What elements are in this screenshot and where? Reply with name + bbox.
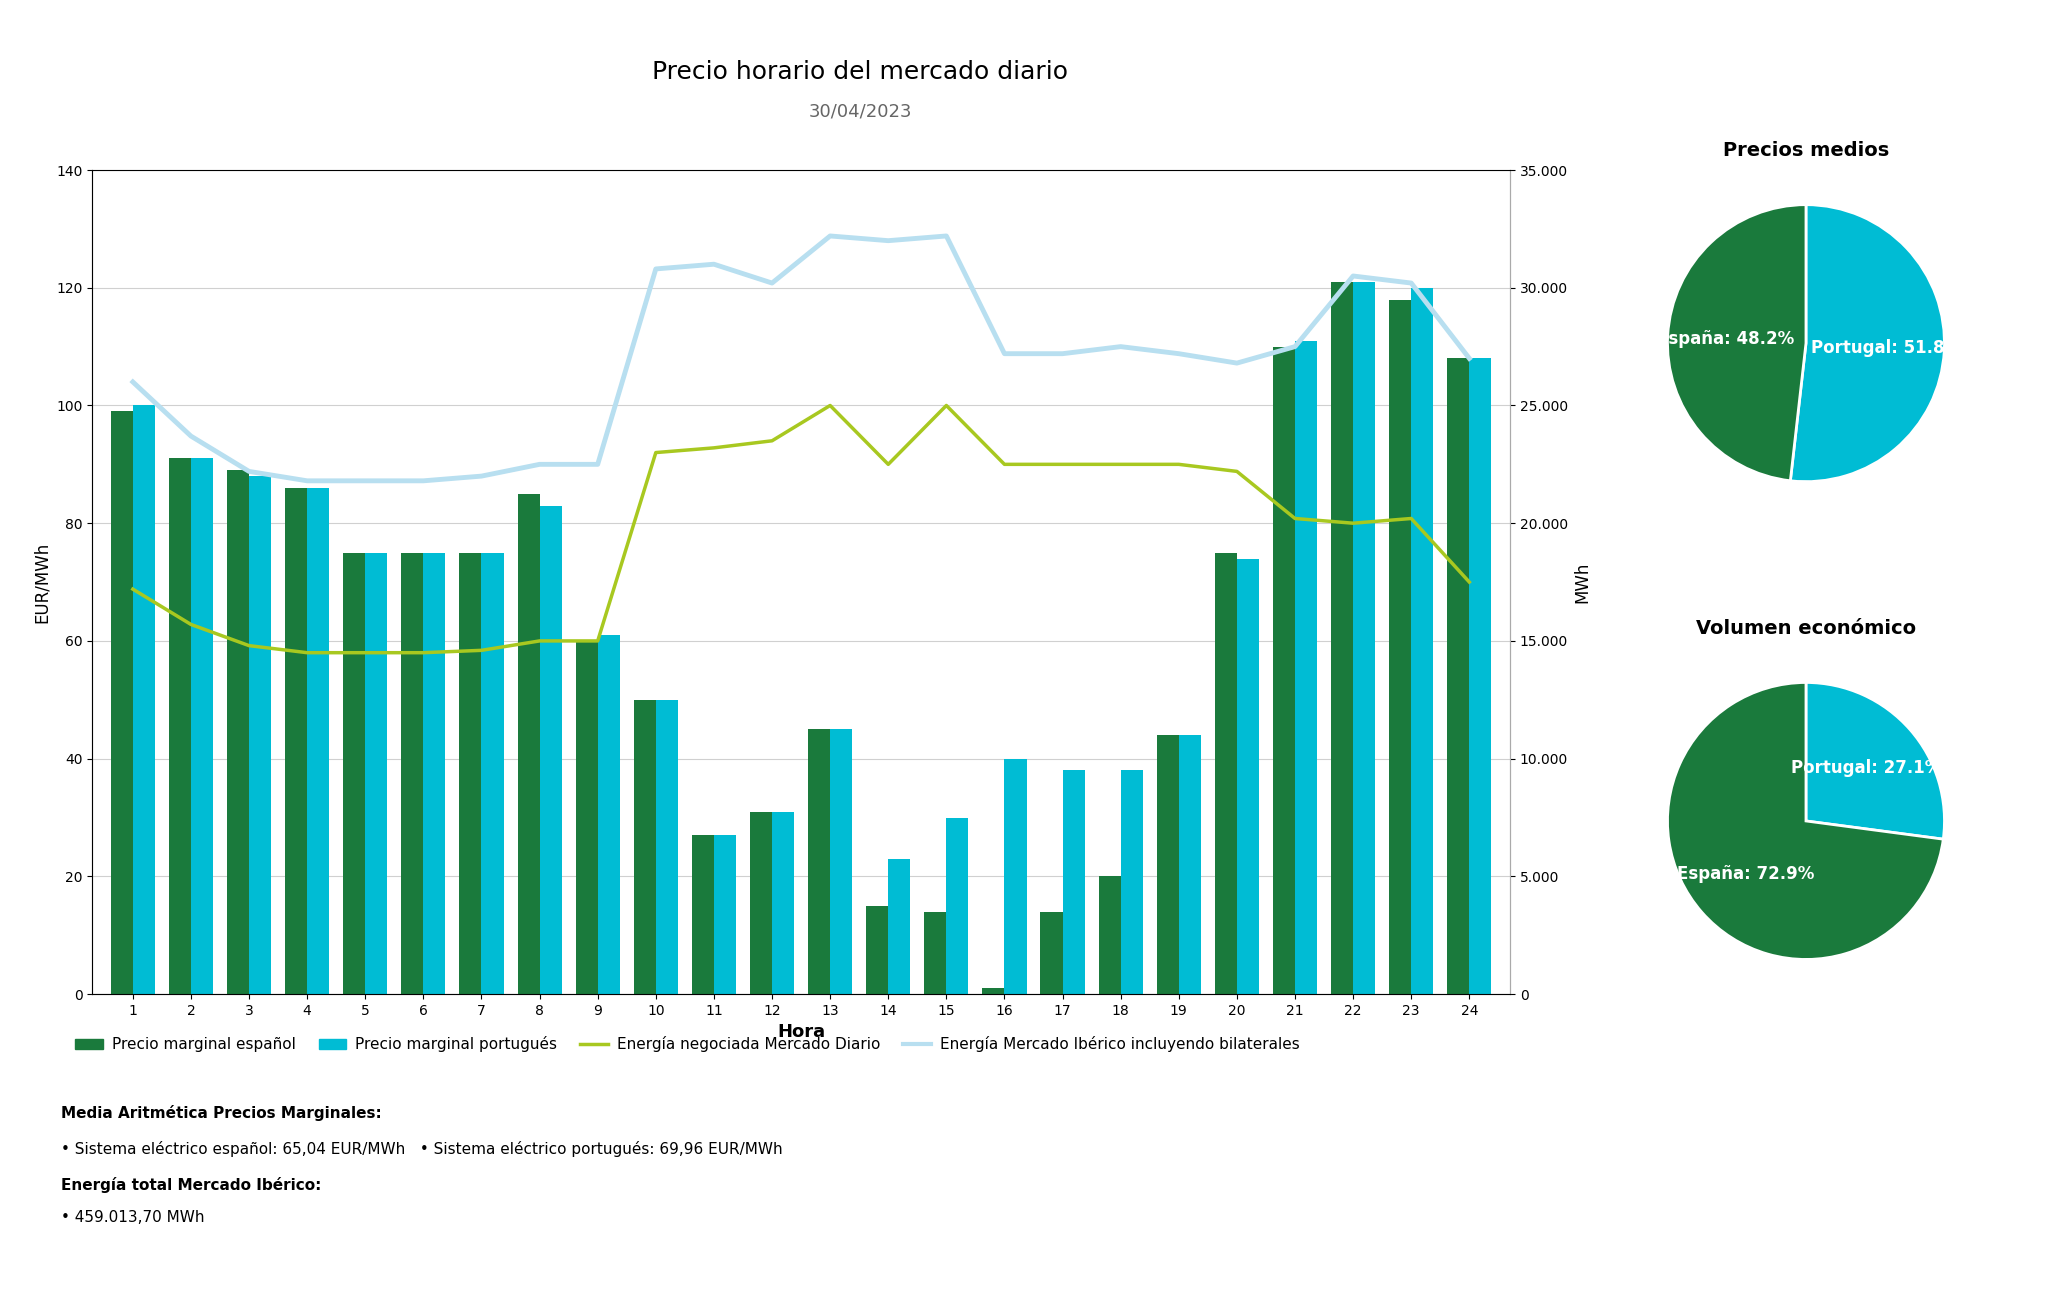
Bar	[344, 553, 365, 994]
Bar	[1063, 770, 1085, 994]
Text: España: 72.9%: España: 72.9%	[1677, 865, 1815, 883]
Bar	[715, 836, 735, 994]
Wedge shape	[1806, 683, 1944, 840]
Text: 30/04/2023: 30/04/2023	[809, 102, 911, 120]
Bar	[459, 553, 481, 994]
Bar	[1157, 735, 1180, 994]
Bar	[111, 411, 133, 994]
Bar	[1468, 358, 1491, 994]
Bar	[285, 488, 307, 994]
Title: Volumen económico: Volumen económico	[1696, 619, 1917, 638]
Bar	[1294, 341, 1317, 994]
Bar	[655, 700, 678, 994]
Bar	[1331, 283, 1354, 994]
Bar	[424, 553, 446, 994]
Bar	[227, 471, 250, 994]
Y-axis label: MWh: MWh	[1573, 561, 1591, 603]
Text: Portugal: 51.8%: Portugal: 51.8%	[1810, 339, 1962, 357]
Text: Energía total Mercado Ibérico:: Energía total Mercado Ibérico:	[61, 1177, 322, 1193]
Wedge shape	[1667, 204, 1806, 481]
Bar	[946, 818, 969, 994]
Bar	[1180, 735, 1200, 994]
Bar	[1389, 300, 1411, 994]
Bar	[1411, 288, 1434, 994]
Text: • 459.013,70 MWh: • 459.013,70 MWh	[61, 1210, 205, 1224]
Bar	[1098, 876, 1120, 994]
Bar	[518, 493, 539, 994]
Bar	[190, 458, 213, 994]
Bar	[1354, 283, 1374, 994]
Bar	[481, 553, 504, 994]
Bar	[168, 458, 190, 994]
Bar	[1237, 559, 1260, 994]
Bar	[1448, 358, 1468, 994]
Bar	[809, 730, 829, 994]
Bar	[750, 811, 772, 994]
Bar	[1274, 347, 1294, 994]
Bar	[539, 506, 561, 994]
Bar	[133, 405, 156, 994]
Bar	[924, 912, 946, 994]
Title: Precios medios: Precios medios	[1722, 141, 1888, 160]
Bar	[598, 636, 621, 994]
Bar	[983, 989, 1004, 994]
Text: Media Aritmética Precios Marginales:: Media Aritmética Precios Marginales:	[61, 1105, 383, 1121]
Bar	[307, 488, 330, 994]
X-axis label: Hora: Hora	[776, 1023, 825, 1041]
Bar	[692, 836, 715, 994]
Bar	[633, 700, 655, 994]
Bar	[866, 905, 889, 994]
Bar	[365, 553, 387, 994]
Bar	[1040, 912, 1063, 994]
Y-axis label: EUR/MWh: EUR/MWh	[33, 542, 51, 623]
Wedge shape	[1790, 204, 1944, 481]
Bar	[575, 641, 598, 994]
Bar	[1004, 759, 1026, 994]
Bar	[1214, 553, 1237, 994]
Bar	[889, 858, 909, 994]
Wedge shape	[1667, 683, 1944, 960]
Text: España: 48.2%: España: 48.2%	[1657, 330, 1794, 348]
Bar	[250, 476, 270, 994]
Bar	[1120, 770, 1143, 994]
Bar	[401, 553, 424, 994]
Legend: Precio marginal español, Precio marginal portugués, Energía negociada Mercado Di: Precio marginal español, Precio marginal…	[70, 1031, 1307, 1058]
Text: Precio horario del mercado diario: Precio horario del mercado diario	[651, 60, 1069, 84]
Bar	[772, 811, 795, 994]
Text: • Sistema eléctrico español: 65,04 EUR/MWh   • Sistema eléctrico portugués: 69,9: • Sistema eléctrico español: 65,04 EUR/M…	[61, 1141, 782, 1156]
Bar	[829, 730, 852, 994]
Text: Portugal: 27.1%: Portugal: 27.1%	[1792, 759, 1942, 777]
